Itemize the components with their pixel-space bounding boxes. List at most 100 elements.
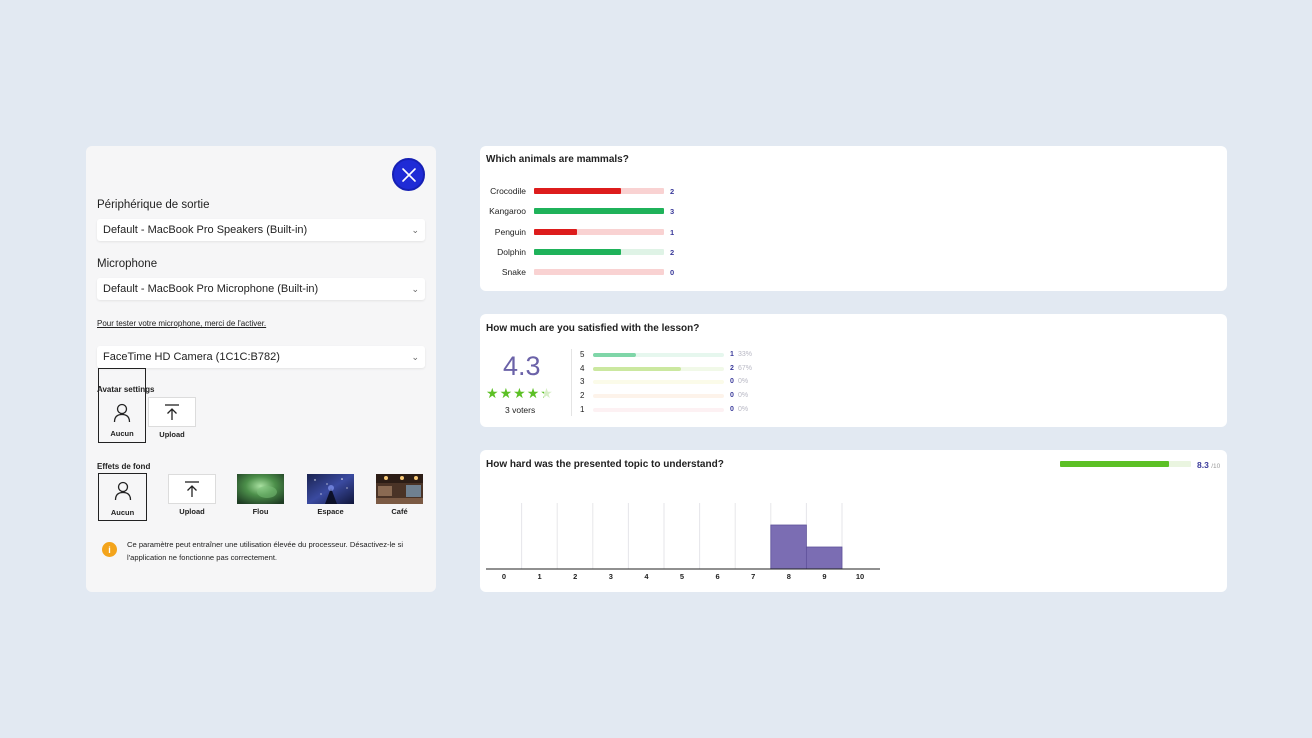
mammal-vote-count: 2 [670, 247, 675, 257]
avatar-option-upload[interactable]: Upload [148, 397, 196, 439]
rating-row: 4 2 67% [580, 364, 780, 374]
rating-count: 1 [730, 351, 734, 358]
avatar-settings-title: Avatar settings [97, 385, 155, 394]
background-option-cafe[interactable]: Café [376, 474, 423, 516]
rating-bar-fill [593, 366, 681, 371]
rating-percent: 33% [738, 351, 753, 358]
mammal-bar-track [534, 248, 664, 255]
difficulty-question-card: How hard was the presented topic to unde… [480, 450, 1227, 592]
histogram-tick-label: 1 [538, 572, 542, 581]
avatar-option-label: Aucun [110, 429, 134, 438]
mammal-row: Penguin 1 [480, 227, 780, 237]
rating-count: 0 [730, 392, 734, 400]
rating-percent: 0% [738, 378, 749, 386]
rating-bar-track [593, 366, 724, 371]
voters-count: 3 voters [505, 405, 536, 415]
difficulty-score-max: /10 [1211, 463, 1221, 470]
rating-level: 2 [580, 391, 585, 401]
avatar-option-none-content: Aucun [98, 396, 146, 438]
mammal-bar-fill [534, 228, 578, 235]
mammal-bar-fill [534, 208, 664, 215]
close-icon [401, 167, 416, 182]
microphone-select[interactable]: Default - MacBook Pro Microphone (Built-… [97, 278, 425, 300]
background-option-label: Espace [317, 507, 344, 516]
output-device-select[interactable]: Default - MacBook Pro Speakers (Built-in… [97, 219, 425, 241]
upload-icon [185, 480, 199, 497]
camera-select[interactable]: FaceTime HD Camera (1C1C:B782) ⌄ [97, 346, 425, 368]
rating-row: 5 1 33% [580, 350, 780, 360]
histogram-tick-label: 10 [856, 572, 864, 581]
background-option-space[interactable]: Espace [307, 474, 354, 516]
mammal-bar-fill [534, 248, 621, 255]
histogram-tick-label: 5 [680, 572, 684, 581]
mammal-vote-count: 1 [670, 227, 675, 237]
histogram-tick-label: 2 [573, 572, 577, 581]
microphone-label: Microphone [97, 258, 158, 270]
rating-percent: 0% [738, 405, 749, 413]
rating-question-title: How much are you satisfied with the less… [486, 323, 700, 334]
chevron-down-icon: ⌄ [411, 283, 419, 294]
cpu-warning: i Ce paramètre peut entraîner une utilis… [102, 538, 427, 564]
chevron-down-icon: ⌄ [411, 351, 419, 362]
user-icon [113, 403, 131, 423]
star-icon: ★ [540, 385, 553, 401]
rating-bar-track [593, 407, 724, 412]
mammal-row: Dolphin 2 [480, 247, 780, 257]
background-option-upload[interactable]: Upload [168, 474, 216, 516]
cafe-thumbnail [376, 474, 423, 504]
rating-level: 4 [580, 363, 585, 373]
test-microphone-link[interactable]: Pour tester votre microphone, merci de l… [97, 319, 267, 328]
histogram-tick-label: 6 [716, 572, 720, 581]
mammal-name: Snake [501, 267, 526, 278]
output-device-value: Default - MacBook Pro Speakers (Built-in… [103, 224, 308, 236]
background-option-blur[interactable]: Flou [237, 474, 284, 516]
histogram-bar [805, 546, 843, 570]
rating-row: 1 0 0% [580, 405, 780, 415]
rating-percent: 0% [738, 392, 749, 400]
mammals-question-title: Which animals are mammals? [486, 154, 629, 165]
difficulty-question-title: How hard was the presented topic to unde… [486, 459, 724, 470]
mammals-question-card: Which animals are mammals? Crocodile 2 Kan… [480, 146, 1227, 291]
background-option-label: Café [391, 507, 408, 516]
rating-level: 1 [580, 404, 585, 414]
mammal-name: Dolphin [497, 246, 526, 257]
chevron-down-icon: ⌄ [411, 224, 419, 235]
blur-thumbnail [237, 474, 284, 504]
rating-level: 5 [580, 350, 585, 359]
rating-divider [571, 349, 572, 416]
mammal-bar-track [534, 188, 664, 194]
output-device-label: Périphérique de sortie [97, 199, 210, 211]
mammal-name: Kangaroo [489, 206, 526, 217]
rating-count: 0 [730, 405, 734, 413]
avatar-option-label: Upload [159, 430, 185, 439]
background-effects-title: Effets de fond [97, 462, 151, 471]
difficulty-histogram: 0 1 2 3 4 5 6 7 8 9 10 [486, 503, 880, 581]
mammal-name: Penguin [494, 226, 526, 237]
user-icon [114, 481, 131, 501]
settings-panel: Périphérique de sortie Default - MacBook… [86, 146, 436, 592]
close-button[interactable] [392, 158, 425, 191]
mammal-row: Crocodile 2 [480, 186, 780, 196]
rating-level: 3 [580, 377, 585, 387]
average-rating: 4.3 [503, 351, 541, 381]
histogram-tick-label: 0 [502, 572, 506, 581]
histogram-tick-label: 9 [822, 572, 826, 581]
rating-bar-fill [593, 353, 637, 357]
space-thumbnail [307, 474, 354, 504]
difficulty-score-value: 8.3 [1197, 460, 1209, 470]
background-option-none[interactable]: Aucun [98, 473, 147, 521]
rating-bar-track [593, 380, 724, 385]
histogram-tick-label: 4 [644, 572, 649, 581]
mammal-bar-track [534, 208, 664, 215]
star-icon: ★ [513, 385, 526, 401]
rating-bar-track [593, 353, 724, 357]
rating-question-card: How much are you satisfied with the less… [480, 314, 1227, 427]
info-icon: i [102, 542, 117, 557]
avatar-option-none[interactable] [98, 368, 146, 443]
star-icon: ★ [526, 385, 540, 401]
cpu-warning-text: Ce paramètre peut entraîner une utilisat… [127, 540, 404, 562]
mammal-row: Kangaroo 3 [480, 206, 780, 216]
mammal-row: Snake 0 [480, 267, 780, 277]
rating-percent: 67% [738, 364, 753, 372]
difficulty-score-fill [1060, 461, 1169, 467]
